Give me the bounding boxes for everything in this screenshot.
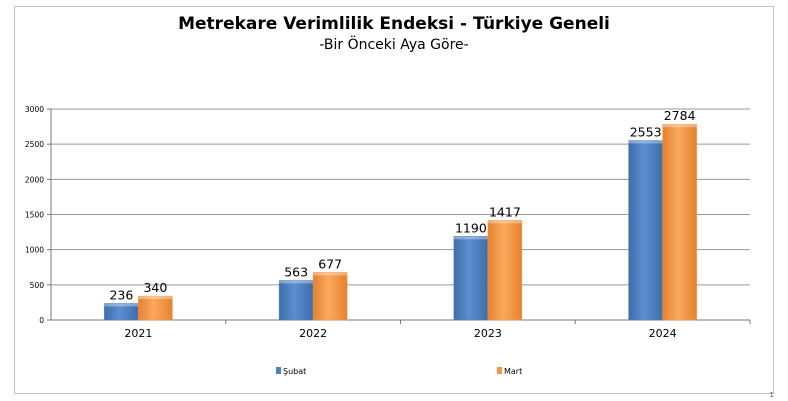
bar-2022-Mart xyxy=(313,272,347,320)
legend-label: Şubat xyxy=(283,367,306,376)
data-label: 1190 xyxy=(455,220,487,235)
data-label: 236 xyxy=(109,287,133,302)
y-tick-label: 1000 xyxy=(25,246,44,255)
y-tick-label: 3000 xyxy=(25,105,44,114)
bar-2022-Şubat xyxy=(279,280,313,320)
y-tick-label: 2500 xyxy=(25,140,44,149)
bar-bevel xyxy=(488,220,522,223)
bar-bevel xyxy=(138,296,172,299)
corner-mark: 1 xyxy=(770,391,774,399)
x-tick-label: 2022 xyxy=(299,327,327,340)
x-tick-label: 2024 xyxy=(649,327,677,340)
bar-2023-Mart xyxy=(488,220,522,320)
legend-swatch-Mart xyxy=(497,367,502,374)
data-label: 1417 xyxy=(489,204,521,219)
bar-bevel xyxy=(663,124,697,127)
legend-swatch-Şubat xyxy=(276,367,281,374)
bar-bevel xyxy=(104,303,138,306)
bar-2021-Mart xyxy=(138,296,172,320)
y-tick-label: 500 xyxy=(30,281,45,290)
bar-bevel xyxy=(454,236,488,239)
y-tick-label: 1500 xyxy=(25,211,44,220)
bar-2024-Mart xyxy=(663,124,697,320)
bar-2023-Şubat xyxy=(454,236,488,320)
data-label: 563 xyxy=(284,264,308,279)
bar-2024-Şubat xyxy=(629,140,663,320)
y-tick-label: 2000 xyxy=(25,175,44,184)
y-tick-label: 0 xyxy=(39,316,44,325)
legend-label: Mart xyxy=(504,367,522,376)
data-label: 340 xyxy=(143,280,167,295)
data-label: 2784 xyxy=(664,108,696,123)
bar-bevel xyxy=(279,280,313,283)
data-label: 2553 xyxy=(630,124,662,139)
data-label: 677 xyxy=(318,256,342,271)
x-tick-label: 2021 xyxy=(124,327,152,340)
x-tick-label: 2023 xyxy=(474,327,502,340)
bar-bevel xyxy=(629,140,663,143)
bar-bevel xyxy=(313,272,347,275)
